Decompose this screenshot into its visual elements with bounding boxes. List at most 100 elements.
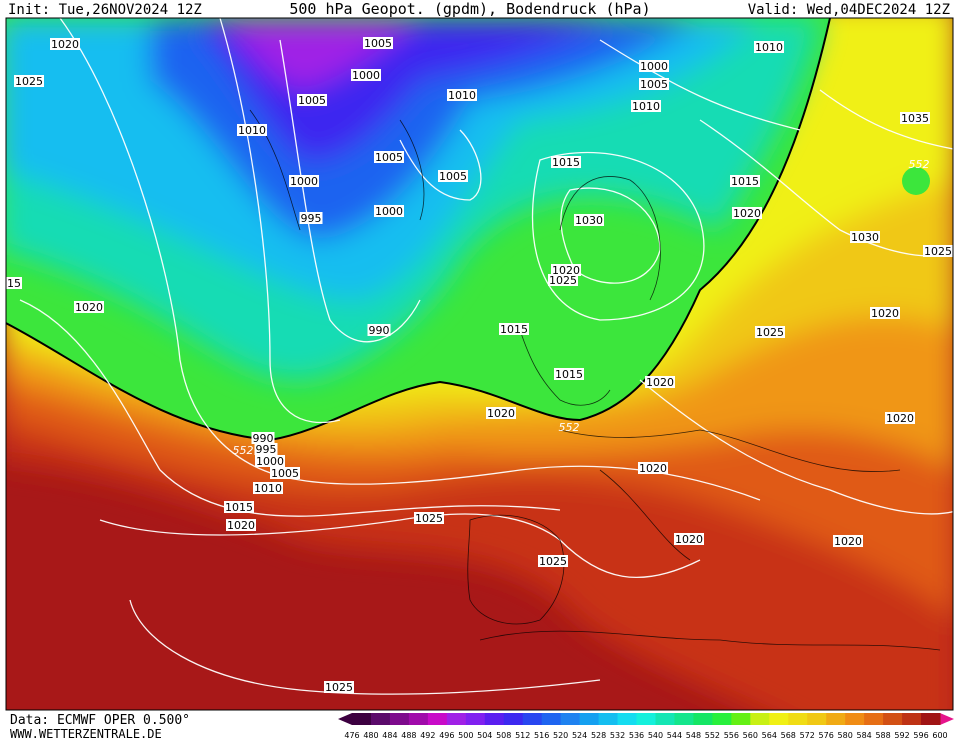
colorbar-swatch — [693, 713, 713, 725]
isobar-label: 1030 — [575, 214, 603, 227]
isobar-label-box — [499, 323, 529, 335]
isobar-label-box — [447, 89, 477, 101]
isobar-label: 1010 — [238, 124, 266, 137]
isobar-label-box — [548, 274, 578, 286]
isobar-label: 1020 — [487, 407, 515, 420]
colorbar-label: 480 — [363, 731, 378, 740]
isobar-label: 1020 — [51, 38, 79, 51]
isobar-label-box — [414, 512, 444, 524]
isobar-label-box — [324, 681, 354, 693]
colorbar-label: 524 — [572, 731, 587, 740]
isobar-label: 1025 — [15, 75, 43, 88]
isobar-label-box — [754, 41, 784, 53]
isobar-label-box — [270, 467, 300, 479]
isobar-label: 1020 — [646, 376, 674, 389]
colorbar-label: 584 — [856, 731, 871, 740]
colorbar-label: 580 — [838, 731, 853, 740]
isobar-label-box — [367, 324, 391, 336]
isobar-label-box — [923, 245, 953, 257]
isobar-label: 1015 — [555, 368, 583, 381]
colorbar-swatch — [731, 713, 751, 725]
colorbar-swatch — [921, 713, 941, 725]
isobar-label: 1025 — [415, 512, 443, 525]
colorbar-label: 592 — [894, 731, 909, 740]
isobar-label-box — [251, 432, 275, 444]
colorbar-label: 508 — [496, 731, 511, 740]
isobar-label-box — [226, 519, 256, 531]
isobar-label: 995 — [301, 212, 322, 225]
colorbar-swatch — [750, 713, 770, 725]
isobar-label-box — [631, 100, 661, 112]
colorbar-swatch — [845, 713, 865, 725]
isobar-label-box — [639, 78, 669, 90]
isobar-label: 1005 — [640, 78, 668, 91]
geopotential-label: 552 — [233, 444, 254, 457]
colorbar-swatch — [484, 713, 505, 725]
colorbar-label: 572 — [800, 731, 815, 740]
isobar-label: 990 — [253, 432, 274, 445]
isobar-label: 1010 — [755, 41, 783, 54]
data-source: Data: ECMWF OPER 0.500° — [10, 713, 190, 728]
isobar-label-box — [237, 124, 267, 136]
isobar-label: 1010 — [448, 89, 476, 102]
colorbar-arrow-low — [338, 713, 352, 725]
isobar-label: 15 — [7, 277, 21, 290]
colorbar-swatch — [560, 713, 581, 725]
isobar-label-box — [299, 212, 323, 224]
isobar-label: 1025 — [325, 681, 353, 694]
isobar-label: 1025 — [539, 555, 567, 568]
colorbar-label: 568 — [781, 731, 796, 740]
isobar-label-box — [755, 326, 785, 338]
colorbar: 476 480 484 488 492 496 500 504 508 512 516 520 524 5… — [338, 713, 954, 740]
colorbar-swatch — [864, 713, 884, 725]
isobar-label-box — [224, 501, 254, 513]
isobar-label-box — [14, 75, 44, 87]
isobar-label: 1010 — [632, 100, 660, 113]
isobar-label: 1000 — [352, 69, 380, 82]
isobar-label-box — [50, 38, 80, 50]
isobar-label: 1025 — [756, 326, 784, 339]
isobar-label-box — [900, 112, 930, 124]
colorbar-label: 528 — [591, 731, 606, 740]
isobar-label: 1015 — [731, 175, 759, 188]
colorbar-label: 496 — [439, 731, 454, 740]
colorbar-label: 484 — [382, 731, 397, 740]
init-time: Init: Tue,26NOV2024 12Z — [8, 2, 202, 18]
isobar-label-box — [538, 555, 568, 567]
isobar-label: 1005 — [439, 170, 467, 183]
isobar-label-box — [486, 407, 516, 419]
colorbar-swatch — [598, 713, 619, 725]
isobar-label: 1005 — [298, 94, 326, 107]
isobar-label-box — [363, 37, 393, 49]
isobar-label-box — [850, 231, 880, 243]
isobar-label-box — [574, 214, 604, 226]
isobar-label: 1000 — [256, 455, 284, 468]
isobar-label-box — [255, 455, 285, 467]
isobar-label-box — [374, 205, 404, 217]
isobar-label: 1000 — [640, 60, 668, 73]
isobar-label-box — [674, 533, 704, 545]
isobar-label: 1025 — [924, 245, 952, 258]
isobar-label-box — [351, 69, 381, 81]
map-title: 500 hPa Geopot. (gpdm), Bodendruck (hPa) — [289, 0, 650, 18]
colorbar-label: 596 — [913, 731, 928, 740]
isobar-label-box — [638, 462, 668, 474]
colorbar-swatch — [446, 713, 467, 725]
colorbar-swatch — [389, 713, 410, 725]
isobar-label: 1020 — [886, 412, 914, 425]
isobar-label-box — [645, 376, 675, 388]
colorbar-label: 576 — [819, 731, 834, 740]
colorbar-swatch — [503, 713, 524, 725]
colorbar-swatch — [807, 713, 827, 725]
isobar-label: 1020 — [871, 307, 899, 320]
colorbar-label: 552 — [705, 731, 720, 740]
map-frame — [5, 17, 954, 711]
isobar-label-box — [551, 156, 581, 168]
isobar-label: 1020 — [552, 264, 580, 277]
isobar-label: 990 — [369, 324, 390, 337]
colorbar-swatch — [427, 713, 448, 725]
isobar-label-box — [732, 207, 762, 219]
isobar-label-box — [74, 301, 104, 313]
